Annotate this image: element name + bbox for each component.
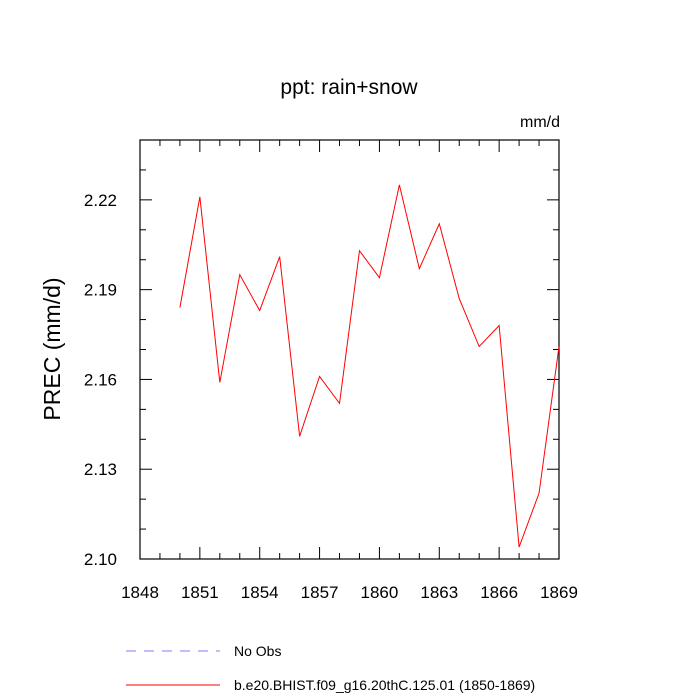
plot-frame — [139, 139, 560, 560]
x-tick-label: 1866 — [480, 583, 518, 602]
chart-title: ppt: rain+snow — [280, 76, 418, 99]
y-tick-label: 2.22 — [84, 191, 117, 210]
x-tick-label: 1857 — [301, 583, 339, 602]
y-axis-label: PREC (mm/d) — [39, 277, 65, 420]
y-tick-label: 2.13 — [84, 460, 117, 479]
y-tick-label: 2.19 — [84, 281, 117, 300]
units-label: mm/d — [520, 114, 560, 131]
legend-label-0: b.e20.BHIST.f09_g16.20thC.125.01 (1850-1… — [234, 677, 535, 693]
legend-label-1: No Obs — [234, 643, 281, 659]
x-tick-label: 1860 — [361, 583, 399, 602]
x-tick-label: 1863 — [420, 583, 458, 602]
x-tick-label: 1869 — [540, 583, 578, 602]
y-tick-label: 2.16 — [84, 370, 117, 389]
x-tick-label: 1848 — [121, 583, 159, 602]
y-tick-label: 2.10 — [84, 550, 117, 569]
series-line-0 — [179, 184, 560, 548]
x-tick-label: 1854 — [241, 583, 279, 602]
x-tick-label: 1851 — [181, 583, 219, 602]
